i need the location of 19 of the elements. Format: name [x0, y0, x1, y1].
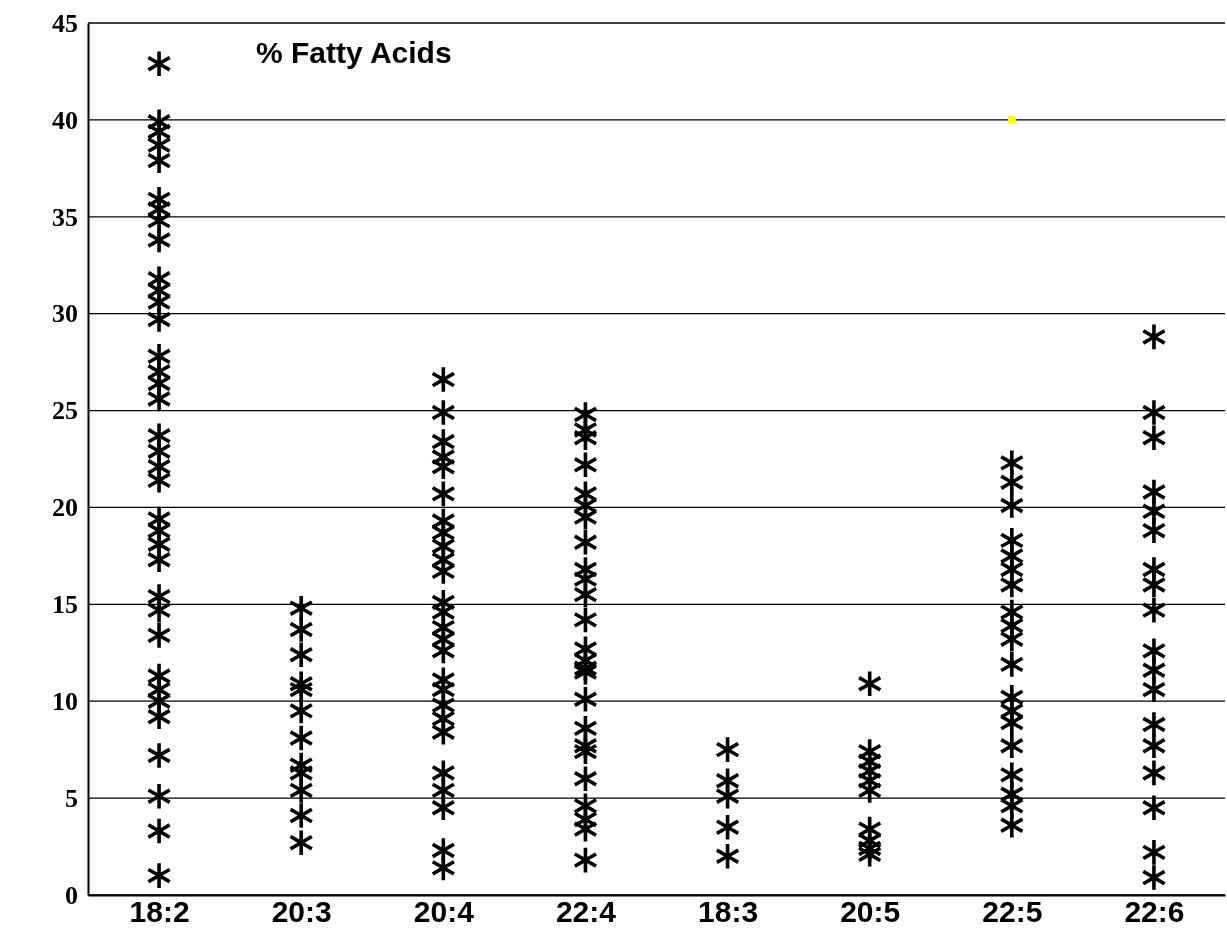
- x-tick-label: 18:3: [698, 895, 759, 929]
- x-tick-label: 20:3: [271, 895, 332, 929]
- y-tick-label: 0: [65, 880, 78, 910]
- x-tick-label: 22:5: [982, 895, 1043, 929]
- x-tick-label: 20:5: [840, 895, 901, 929]
- x-tick-label: 22:6: [1124, 895, 1185, 929]
- x-tick-label: 20:4: [413, 895, 475, 929]
- y-tick-label: 15: [52, 590, 78, 620]
- y-tick-label: 25: [52, 396, 78, 426]
- x-tick-label: 18:2: [129, 895, 190, 929]
- y-tick-label: 10: [52, 687, 78, 717]
- y-tick-label: 35: [52, 202, 78, 232]
- y-tick-label: 30: [52, 299, 78, 329]
- y-tick-label: 5: [65, 783, 78, 813]
- x-tick-label: 22:4: [555, 895, 617, 929]
- y-tick-label: 40: [52, 105, 78, 135]
- chart-title: % Fatty Acids: [256, 36, 452, 69]
- y-tick-label: 20: [52, 493, 78, 523]
- y-tick-label: 45: [52, 8, 78, 38]
